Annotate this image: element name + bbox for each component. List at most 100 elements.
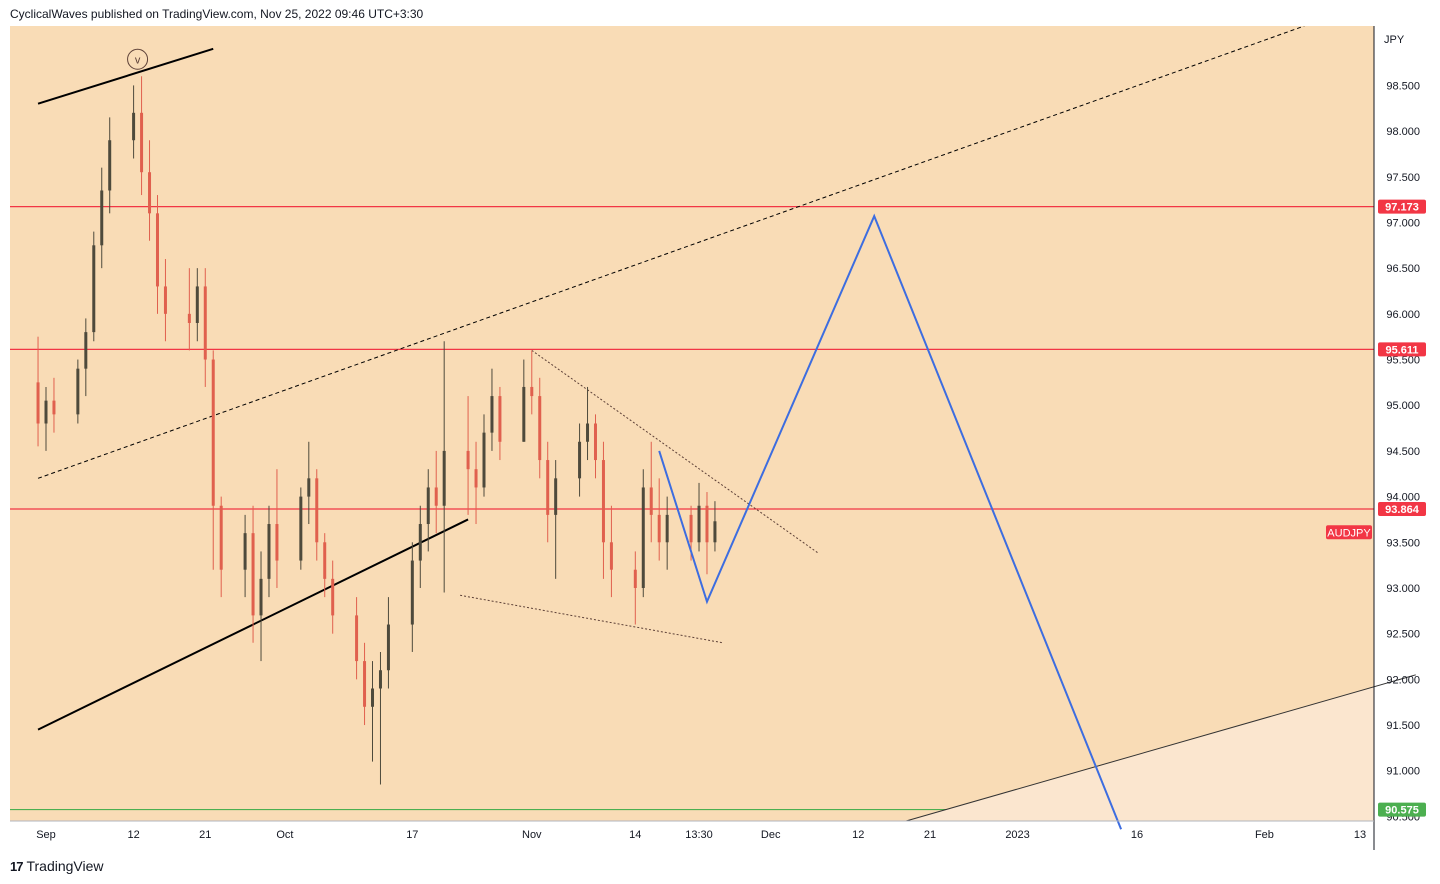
tradingview-logo-icon: 17 xyxy=(10,858,24,874)
trendline-mid-channel xyxy=(37,26,1305,479)
candle-body xyxy=(386,624,390,671)
time-tick-label: 13:30 xyxy=(685,829,713,841)
candle-body xyxy=(713,521,717,543)
time-tick-label: Oct xyxy=(276,829,293,841)
candle-body xyxy=(267,524,271,579)
candle-body xyxy=(163,286,167,314)
candle-body xyxy=(219,505,223,570)
candle-body xyxy=(140,112,144,173)
candle-body xyxy=(315,478,319,543)
candle-body xyxy=(299,496,303,561)
price-tick-label: 91.500 xyxy=(1386,720,1420,732)
price-tick-label: 92.500 xyxy=(1386,629,1420,641)
candle-body xyxy=(466,450,470,470)
candle-body xyxy=(371,688,375,707)
price-tick-label: 96.000 xyxy=(1386,309,1420,321)
candle-body xyxy=(633,569,637,588)
candle-body xyxy=(586,423,590,442)
candle-body xyxy=(434,487,438,506)
candle-body xyxy=(52,400,56,415)
time-tick-label: 17 xyxy=(406,829,418,841)
candle-body xyxy=(482,432,486,488)
candle-body xyxy=(76,368,80,415)
candle-body xyxy=(84,332,88,369)
candle-body xyxy=(697,505,701,543)
candle-body xyxy=(418,524,422,561)
candle-body xyxy=(243,533,247,570)
candle-body xyxy=(490,396,494,433)
symbol-tag-label: AUDJPY xyxy=(1327,527,1371,539)
price-tick-label: 98.500 xyxy=(1386,80,1420,92)
candle-body xyxy=(363,661,367,707)
currency-label: JPY xyxy=(1384,34,1405,46)
time-tick-label: Nov xyxy=(522,829,542,841)
plot-background xyxy=(10,26,1374,821)
candle-body xyxy=(410,560,414,625)
candle-body xyxy=(546,460,550,515)
candle-body xyxy=(657,514,661,543)
candle-body xyxy=(705,505,709,543)
level-tag xyxy=(1378,199,1426,214)
candle-body xyxy=(689,514,693,543)
wave-label: v xyxy=(135,54,141,66)
time-tick-label: Feb xyxy=(1255,829,1274,841)
time-tick-label: 16 xyxy=(1131,829,1143,841)
candle-body xyxy=(554,478,558,515)
price-tick-label: 98.000 xyxy=(1386,126,1420,138)
price-tick-label: 92.000 xyxy=(1386,674,1420,686)
time-tick-label: 2023 xyxy=(1005,829,1029,841)
level-tag-label: 93.864 xyxy=(1385,504,1420,516)
symbol-tag xyxy=(1326,525,1372,540)
candle-body xyxy=(474,469,478,488)
candle-body xyxy=(44,400,48,424)
candle-body xyxy=(641,487,645,588)
level-tag-label: 97.173 xyxy=(1385,202,1419,214)
time-tick-label: Dec xyxy=(761,829,781,841)
candle-body xyxy=(132,112,136,141)
candle-body xyxy=(593,423,597,461)
candle-body xyxy=(100,190,104,246)
price-tick-label: 97.500 xyxy=(1386,172,1420,184)
candle-body xyxy=(609,542,613,570)
brand-name: TradingView xyxy=(26,858,104,874)
level-tag xyxy=(1378,802,1426,817)
level-tag-label: 90.575 xyxy=(1385,805,1419,817)
level-tag-label: 95.611 xyxy=(1385,344,1418,356)
publisher-caption: CyclicalWaves published on TradingView.c… xyxy=(10,7,424,21)
candle-body xyxy=(665,514,669,543)
price-tick-label: 96.500 xyxy=(1386,263,1420,275)
candle-body xyxy=(148,172,152,214)
trendline-wedge-bottom xyxy=(460,594,723,644)
price-tick-label: 94.500 xyxy=(1386,446,1420,458)
wave-label-circle xyxy=(127,48,149,70)
time-axis-background xyxy=(10,821,1374,850)
time-tick-label: 12 xyxy=(127,829,139,841)
price-tick-label: 93.000 xyxy=(1386,583,1420,595)
level-tag xyxy=(1378,502,1426,517)
time-tick-label: Sep xyxy=(36,829,56,841)
candle-body xyxy=(203,286,207,360)
candle-body xyxy=(275,524,279,561)
price-tick-label: 95.500 xyxy=(1386,355,1420,367)
candle-body xyxy=(538,396,542,461)
candle-body xyxy=(108,140,112,191)
trendline-wedge-top xyxy=(531,349,819,554)
price-tick-label: 94.000 xyxy=(1386,492,1420,504)
candle-body xyxy=(195,286,199,323)
projection-path xyxy=(658,213,1123,830)
brand-footer: 17 TradingView xyxy=(10,858,104,874)
candle-body xyxy=(522,386,526,442)
candle-body xyxy=(378,670,382,689)
price-chart[interactable]: v JPY 98.500 98.000 97.500 97.000 96.500 96.00… xyxy=(10,26,1431,850)
candle-body xyxy=(307,478,311,497)
candle-body xyxy=(323,542,327,579)
price-tick-label: 95.000 xyxy=(1386,400,1420,412)
candle-body xyxy=(530,386,534,397)
time-tick-label: 21 xyxy=(199,829,211,841)
candle-body xyxy=(211,359,215,506)
candle-body xyxy=(36,382,40,424)
trendline-upper-channel xyxy=(37,47,214,105)
candle-body xyxy=(498,396,502,442)
price-tick-label: 91.000 xyxy=(1386,766,1420,778)
candle-body xyxy=(331,578,335,616)
